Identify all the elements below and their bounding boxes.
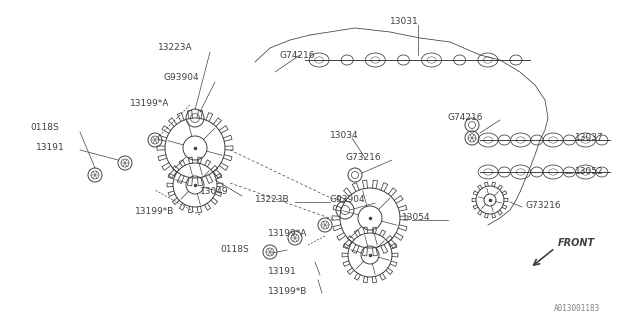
Text: A013001183: A013001183 [554,304,600,313]
Text: 13049: 13049 [200,188,228,196]
Text: G93904: G93904 [330,196,365,204]
Text: FRONT: FRONT [558,238,595,248]
Text: 13199*B: 13199*B [268,287,307,297]
Text: 13199*A: 13199*A [130,99,170,108]
Text: G74216: G74216 [280,51,316,60]
Text: 13191: 13191 [36,143,65,153]
Text: 13031: 13031 [390,18,419,27]
Text: G74216: G74216 [448,114,483,123]
Text: 13223B: 13223B [255,196,290,204]
Text: 0118S: 0118S [220,245,249,254]
Text: G73216: G73216 [525,201,561,210]
Text: 13034: 13034 [330,131,358,140]
Text: 13052: 13052 [575,167,604,177]
Text: 13199*A: 13199*A [268,228,307,237]
Text: G93904: G93904 [163,74,198,83]
Text: 13199*B: 13199*B [135,207,174,217]
Text: 13054: 13054 [402,213,431,222]
Text: 0118S: 0118S [30,124,59,132]
Text: 13223A: 13223A [158,44,193,52]
Text: 13037: 13037 [575,133,604,142]
Text: 13191: 13191 [268,268,297,276]
Text: G73216: G73216 [345,154,381,163]
